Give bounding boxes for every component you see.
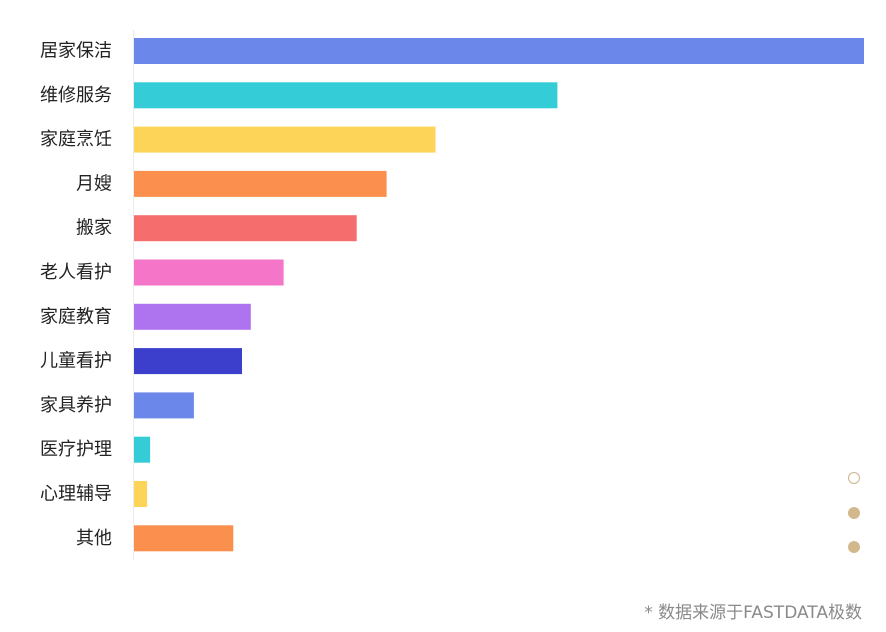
bar-4 <box>134 170 387 197</box>
bar-10 <box>134 436 151 463</box>
bar-5 <box>134 215 357 242</box>
source-note: * 数据来源于FASTDATA极数 <box>644 603 862 623</box>
category-label-10: 医疗护理 <box>40 439 112 460</box>
category-label-7: 家庭教育 <box>40 306 112 327</box>
bars-group <box>134 38 864 552</box>
category-label-9: 家具养护 <box>40 395 112 416</box>
pager-dot-3[interactable] <box>848 541 860 553</box>
category-label-5: 搬家 <box>76 218 112 239</box>
bar-3 <box>134 126 436 153</box>
bar-6 <box>134 259 284 286</box>
pager-dot-1[interactable] <box>848 472 860 484</box>
category-label-2: 维修服务 <box>40 85 112 106</box>
bar-11 <box>134 481 148 507</box>
bar-8 <box>134 348 242 375</box>
category-label-6: 老人看护 <box>40 262 112 283</box>
bar-1 <box>134 38 864 64</box>
bar-12 <box>134 525 234 552</box>
category-label-4: 月嫂 <box>76 173 112 194</box>
bar-2 <box>134 82 558 109</box>
bar-7 <box>134 303 251 330</box>
category-label-1: 居家保洁 <box>40 41 112 62</box>
category-label-12: 其他 <box>76 528 112 549</box>
category-labels-group: 居家保洁维修服务家庭烹饪月嫂搬家老人看护家庭教育儿童看护家具养护医疗护理心理辅导… <box>40 41 112 549</box>
pager-dot-2[interactable] <box>848 507 860 519</box>
category-label-11: 心理辅导 <box>40 484 112 505</box>
bar-9 <box>134 392 194 419</box>
category-label-8: 儿童看护 <box>40 351 112 372</box>
category-label-3: 家庭烹饪 <box>40 129 112 150</box>
